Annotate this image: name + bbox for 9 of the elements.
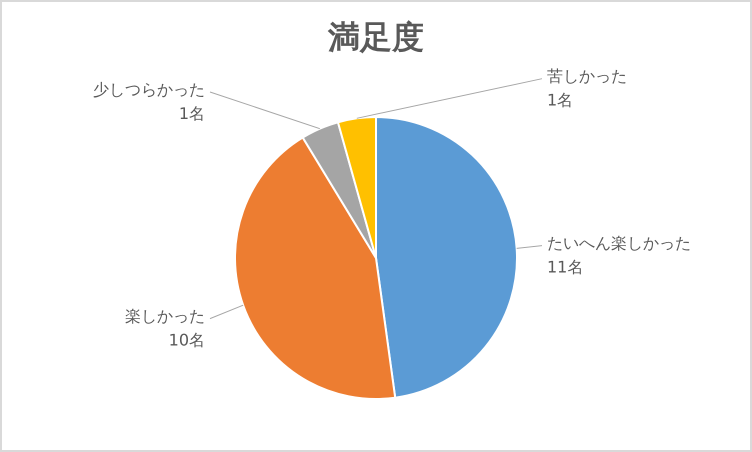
data-label: 1名 [178,104,205,123]
chart-title: 満足度 [327,18,424,56]
data-label: 11名 [547,258,584,277]
slice-label: たいへん楽しかった [547,234,691,253]
data-label: 10名 [168,330,205,350]
slice-label: 楽しかった [125,306,205,326]
data-label: 1名 [547,90,574,110]
slice-label: 少しつらかった [93,80,205,99]
slice-label: 苦しかった [547,66,627,86]
